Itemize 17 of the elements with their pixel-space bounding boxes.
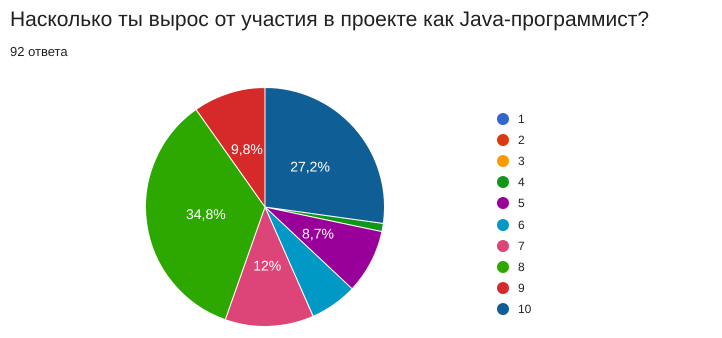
- legend-label: 4: [517, 174, 526, 192]
- data-label: 34,8%: [186, 206, 226, 222]
- legend-label: 2: [517, 132, 526, 149]
- legend-label: 10: [517, 301, 532, 318]
- data-label: 12%: [253, 258, 282, 274]
- chart-title: Насколько ты вырос от участия в проекте как Java-программист?: [10, 8, 650, 32]
- text: 92 ответа: [10, 44, 68, 59]
- data-label: 8,7%: [302, 225, 334, 242]
- legend-label: 1: [517, 110, 526, 128]
- legend-label: 3: [517, 152, 526, 170]
- legend-label: 6: [517, 216, 526, 234]
- legend-label: 7: [517, 238, 526, 255]
- data-label: 27,2%: [290, 158, 330, 175]
- legend-label: 9: [517, 280, 526, 298]
- legend-label: 8: [517, 258, 526, 276]
- data-label: 9,8%: [230, 140, 263, 157]
- legend-label: 5: [517, 195, 526, 212]
